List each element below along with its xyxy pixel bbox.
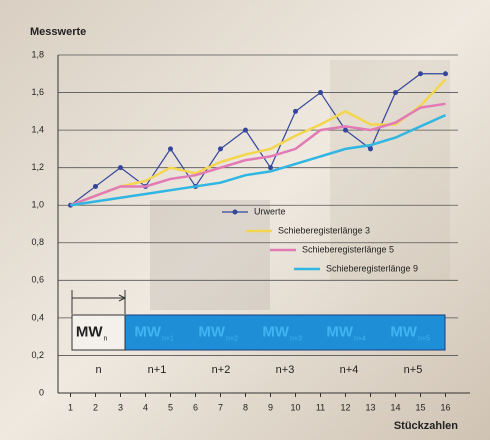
- page: Messwerte Stückzahlen 0 0,2 0,4 0,6 0,8 1,0 1,…: [0, 0, 490, 440]
- photo-shape: [150, 200, 270, 310]
- x-tick-label: 8: [243, 402, 248, 412]
- x-tick-label: 1: [68, 402, 73, 412]
- x-tick-label: 13: [365, 402, 375, 412]
- window-index: n+4: [340, 364, 359, 376]
- y-tick-label: 1,6: [31, 87, 44, 97]
- x-tick-label: 15: [415, 402, 425, 412]
- window-index: n: [95, 364, 101, 376]
- x-tick-label: 10: [290, 402, 300, 412]
- x-tick-label: 9: [268, 402, 273, 412]
- series-marker: [118, 165, 123, 170]
- series-marker: [168, 146, 173, 151]
- legend-label: Schieberegisterlänge 9: [326, 263, 418, 273]
- window-sub: n: [104, 335, 108, 342]
- series-marker: [93, 184, 98, 189]
- series-marker: [268, 165, 273, 170]
- window-sub: n+1: [162, 335, 174, 342]
- series-marker: [343, 128, 348, 133]
- legend-label: Schieberegisterlänge 3: [278, 225, 370, 235]
- chart: Messwerte Stückzahlen 0 0,2 0,4 0,6 0,8 1,0 1,…: [0, 0, 490, 440]
- x-tick-label: 3: [118, 402, 123, 412]
- window-label: MW: [326, 323, 353, 340]
- series-marker: [218, 146, 223, 151]
- x-tick-label: 11: [316, 402, 325, 412]
- window-sub: n+4: [354, 335, 366, 342]
- legend-label: Urwerte: [254, 206, 286, 216]
- window-sub: n+2: [226, 335, 238, 342]
- series-marker: [318, 90, 323, 95]
- window-sub: n+3: [290, 335, 302, 342]
- window-index: n+2: [212, 364, 231, 376]
- y-tick-label: 1,8: [31, 49, 44, 59]
- y-tick-label: 0: [39, 387, 44, 397]
- x-tick-label: 2: [93, 402, 98, 412]
- y-tick-label: 1,2: [31, 162, 44, 172]
- series-marker: [368, 146, 373, 151]
- window-label: MW: [76, 323, 103, 340]
- x-tick-label: 16: [440, 402, 450, 412]
- chart-title: Messwerte: [30, 26, 86, 38]
- window-label: MW: [198, 323, 225, 340]
- window-index: n+3: [276, 364, 295, 376]
- y-tick-label: 1,4: [31, 124, 44, 134]
- y-tick-label: 1,0: [31, 200, 44, 210]
- series-marker: [293, 109, 298, 114]
- window-index: n+5: [404, 364, 423, 376]
- series-marker: [443, 71, 448, 76]
- window-index: n+1: [148, 364, 167, 376]
- series-marker: [243, 128, 248, 133]
- x-tick-label: 5: [168, 402, 173, 412]
- series-marker: [393, 90, 398, 95]
- legend-marker: [233, 210, 238, 215]
- x-tick-label: 12: [340, 402, 350, 412]
- series-marker: [418, 71, 423, 76]
- window-label: MW: [262, 323, 289, 340]
- y-tick-label: 0,4: [31, 312, 44, 322]
- y-tick-label: 0,2: [31, 350, 44, 360]
- x-tick-label: 6: [193, 402, 198, 412]
- x-tick-label: 4: [143, 402, 148, 412]
- x-tick-label: 7: [218, 402, 223, 412]
- window-label: MW: [390, 323, 417, 340]
- window-label: MW: [134, 323, 161, 340]
- y-tick-label: 0,6: [31, 275, 44, 285]
- y-tick-label: 0,8: [31, 237, 44, 247]
- legend-label: Schieberegisterlänge 5: [302, 244, 394, 254]
- x-tick-label: 14: [390, 402, 400, 412]
- x-axis-label: Stückzahlen: [394, 420, 458, 432]
- window-sub: n+5: [418, 335, 430, 342]
